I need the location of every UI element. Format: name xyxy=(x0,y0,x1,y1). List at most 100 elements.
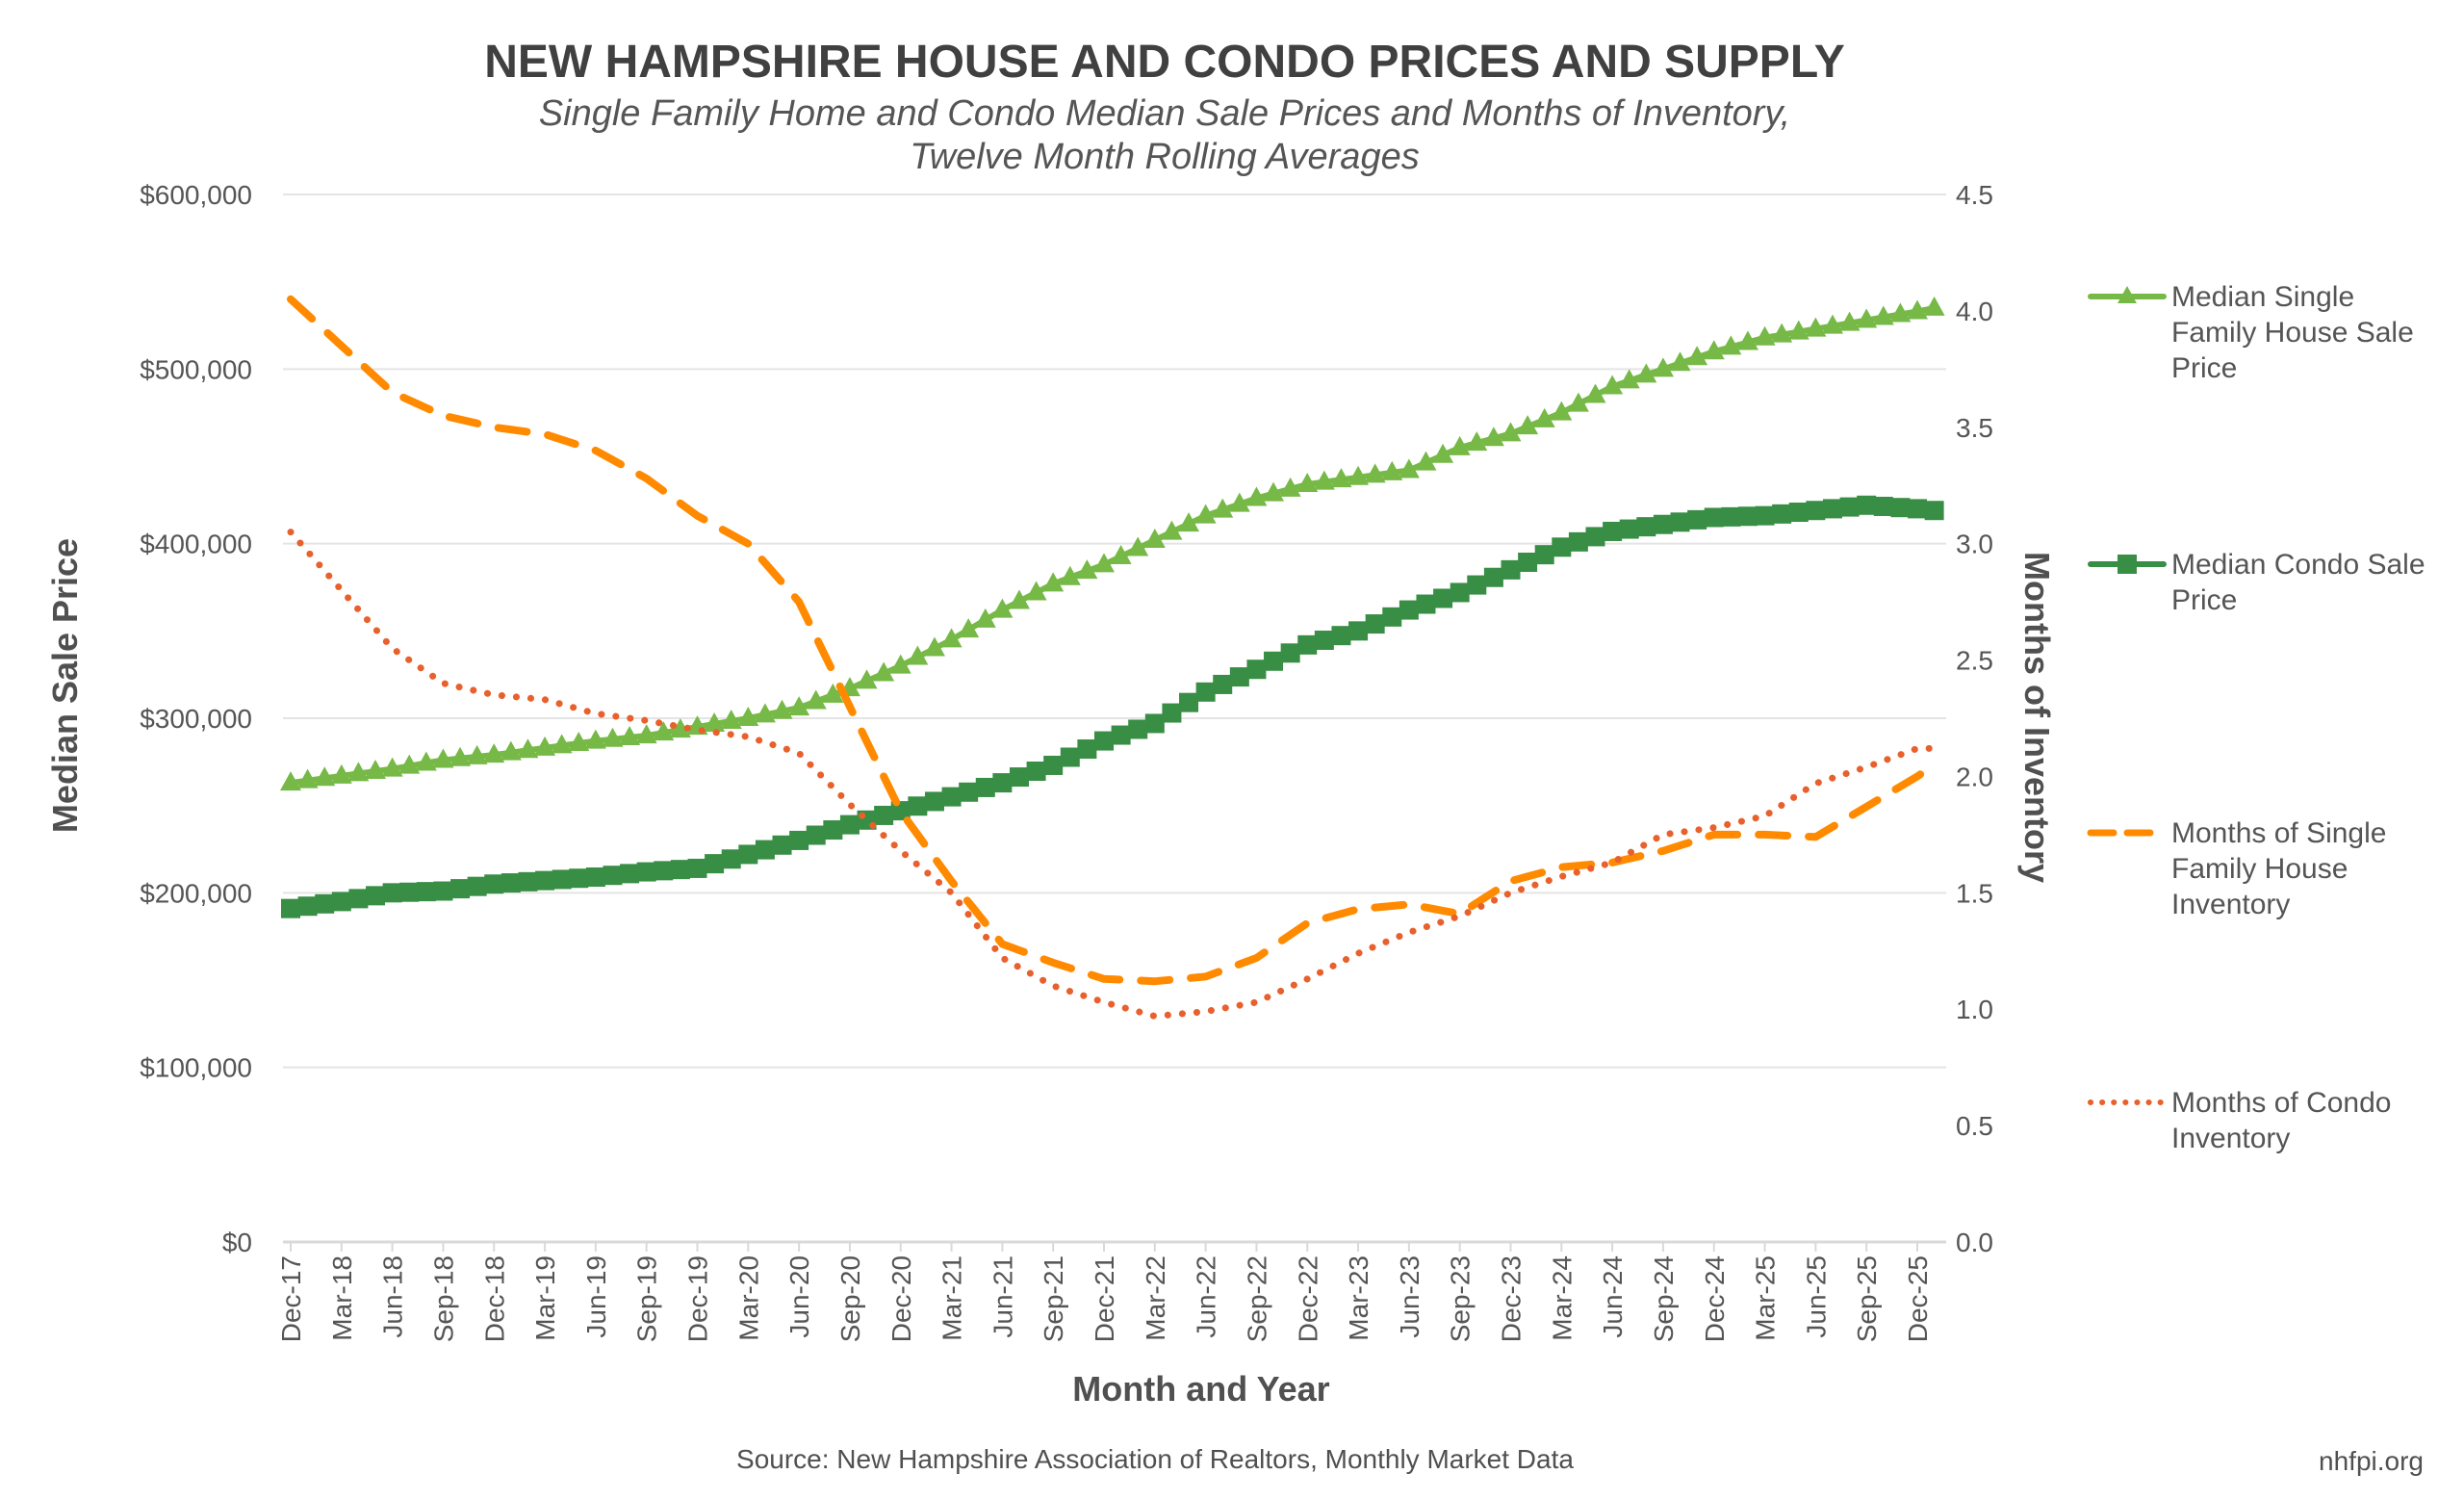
square-marker xyxy=(1280,643,1300,663)
triangle-marker xyxy=(432,748,454,768)
square-marker xyxy=(636,862,656,882)
legend-item: Months of Condo Inventory xyxy=(2088,1087,2391,1154)
square-marker xyxy=(1365,614,1385,634)
x-tick-label: Jun-21 xyxy=(988,1255,1017,1338)
triangle-marker xyxy=(1652,357,1674,377)
square-marker xyxy=(467,876,487,896)
triangle-marker xyxy=(1364,463,1386,483)
square-marker xyxy=(1822,499,1842,519)
square-marker xyxy=(1704,507,1724,528)
square-icon xyxy=(2118,555,2137,574)
square-marker xyxy=(1924,501,1944,521)
triangle-marker xyxy=(1821,314,1843,334)
triangle-marker xyxy=(381,757,403,777)
square-marker xyxy=(755,840,775,860)
square-marker xyxy=(433,881,453,901)
triangle-marker xyxy=(704,712,726,733)
y-tick-label: $500,000 xyxy=(140,354,252,384)
triangle-marker xyxy=(1076,559,1098,580)
x-tick-label: Dec-21 xyxy=(1090,1255,1119,1342)
legend-label: Inventory xyxy=(2171,889,2290,920)
square-marker xyxy=(535,870,555,891)
square-marker xyxy=(823,820,843,841)
y-tick-label: $100,000 xyxy=(140,1053,252,1083)
square-marker xyxy=(1162,703,1182,723)
square-marker xyxy=(1264,651,1284,671)
triangle-marker xyxy=(1856,308,1878,328)
square-marker xyxy=(1518,553,1538,573)
x-tick-label: Sep-23 xyxy=(1446,1255,1476,1342)
x-tick-label: Jun-20 xyxy=(784,1255,814,1338)
square-marker xyxy=(705,854,725,874)
series-line xyxy=(287,295,1938,986)
x-tick-label: Mar-23 xyxy=(1344,1255,1373,1341)
chart-subtitle-line-1: Single Family Home and Condo Median Sale… xyxy=(539,93,1790,134)
series-group xyxy=(280,295,1945,1020)
series-line xyxy=(288,502,1938,912)
triangle-marker xyxy=(1517,415,1539,435)
triangle-marker xyxy=(1025,581,1047,601)
triangle-marker xyxy=(449,746,472,766)
square-marker xyxy=(959,782,979,802)
square-marker xyxy=(1213,674,1233,694)
series-square xyxy=(281,495,1944,918)
legend-label: Months of Single xyxy=(2171,817,2386,849)
square-marker xyxy=(416,882,436,902)
square-marker xyxy=(315,893,335,914)
x-tick-label: Dec-19 xyxy=(683,1255,713,1342)
square-marker xyxy=(1483,567,1503,587)
triangle-marker xyxy=(1245,486,1268,506)
square-marker xyxy=(1399,600,1419,620)
square-marker xyxy=(331,892,351,912)
triangle-marker xyxy=(1432,443,1454,463)
square-marker xyxy=(297,896,318,917)
triangle-icon xyxy=(2118,286,2137,303)
series-line xyxy=(288,304,1938,787)
legend-label: Price xyxy=(2171,584,2237,616)
legend-label: Median Condo Sale xyxy=(2171,549,2426,581)
triangle-marker xyxy=(1754,325,1776,346)
square-marker xyxy=(603,866,623,886)
triangle-marker xyxy=(1059,565,1081,585)
triangle-marker xyxy=(398,754,421,774)
square-marker xyxy=(1043,755,1064,775)
triangle-marker xyxy=(856,669,878,689)
triangle-marker xyxy=(669,718,691,738)
x-axis-ticks: Dec-17 Mar-18 Jun-18 Sep-18 Dec-18 Mar-19 Jun-… xyxy=(276,1242,1933,1342)
square-marker xyxy=(1144,713,1165,734)
y-tick-label: $0 xyxy=(222,1228,252,1257)
x-tick-label: Mar-25 xyxy=(1751,1255,1781,1341)
square-marker xyxy=(1552,537,1572,557)
x-tick-label: Dec-20 xyxy=(886,1255,916,1342)
triangle-marker xyxy=(1178,512,1200,532)
x-tick-label: Dec-23 xyxy=(1497,1255,1527,1342)
square-marker xyxy=(620,864,640,884)
square-marker xyxy=(1890,498,1911,518)
y-axis-title: Median Sale Price xyxy=(45,538,85,833)
square-marker xyxy=(874,805,894,825)
y-axis-left-ticks: $0 $100,000 $200,000 $300,000 $400,000 $500,0… xyxy=(140,180,252,1257)
x-tick-label: Sep-24 xyxy=(1649,1255,1679,1342)
legend-label: Family House Sale xyxy=(2171,317,2414,349)
triangle-marker xyxy=(584,729,606,749)
triangle-marker xyxy=(1008,589,1030,609)
x-tick-label: Jun-22 xyxy=(1192,1255,1221,1338)
square-marker xyxy=(654,861,674,881)
square-marker xyxy=(908,796,928,816)
triangle-marker xyxy=(1348,465,1370,485)
x-tick-label: Jun-24 xyxy=(1598,1255,1628,1338)
square-marker xyxy=(1653,514,1673,534)
square-marker xyxy=(772,835,792,855)
triangle-marker xyxy=(653,721,675,741)
triangle-marker xyxy=(940,628,962,648)
x-tick-label: Dec-17 xyxy=(276,1255,306,1342)
square-marker xyxy=(500,873,521,893)
x-tick-label: Sep-18 xyxy=(428,1255,458,1342)
triangle-marker xyxy=(1872,305,1894,325)
triangle-marker xyxy=(619,725,641,745)
square-marker xyxy=(687,858,707,878)
triangle-marker xyxy=(1533,407,1555,427)
legend-label: Family House xyxy=(2171,853,2348,885)
